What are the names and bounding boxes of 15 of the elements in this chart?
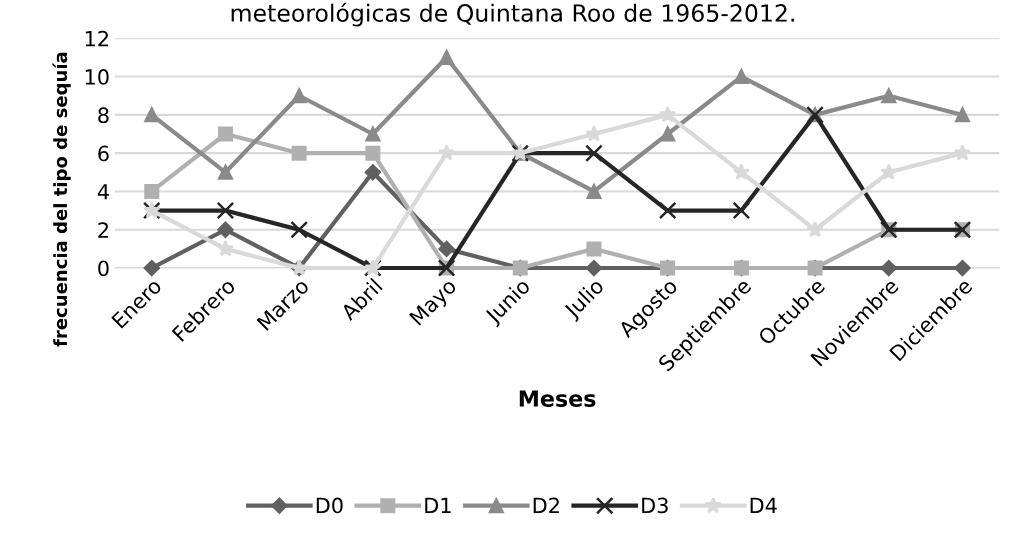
- y-tick-label: 10: [85, 69, 109, 85]
- legend-label: D3: [642, 497, 668, 514]
- legend-label: D4: [750, 497, 777, 513]
- y-axis-title: frecuencia del tipo de sequía: [52, 52, 71, 347]
- y-tick-label: 6: [98, 145, 109, 162]
- x-axis-title: Meses: [519, 390, 596, 407]
- y-tick-label: 2: [98, 222, 108, 238]
- legend-label: D0: [316, 497, 343, 514]
- y-tick-label: 0: [98, 260, 109, 277]
- legend-label: D1: [425, 497, 451, 513]
- y-tick-label: 8: [98, 107, 109, 124]
- legend-label: D2: [533, 497, 559, 513]
- chart-title: meteorológicas de Quintana Roo de 1965-2012.: [231, 2, 794, 27]
- y-tick-label: 4: [97, 184, 109, 200]
- y-tick-label: 12: [85, 30, 108, 47]
